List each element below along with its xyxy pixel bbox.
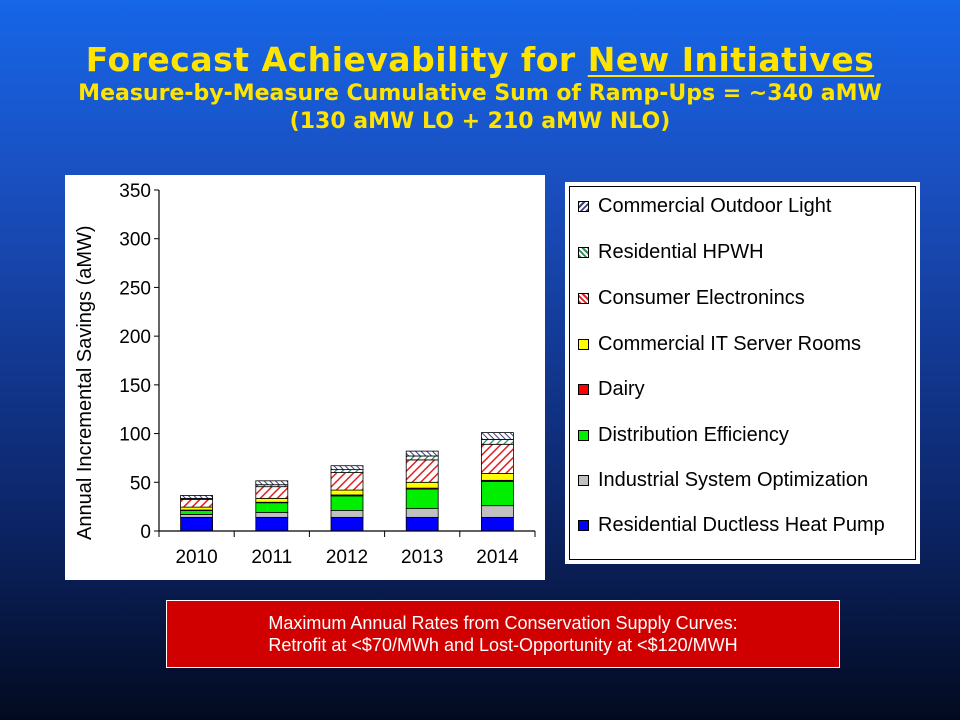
bar-segment bbox=[255, 486, 289, 499]
bar-segment bbox=[330, 465, 364, 471]
y-tick-label: 350 bbox=[119, 181, 151, 202]
bar-segment bbox=[405, 488, 439, 509]
bar-segment bbox=[180, 516, 213, 532]
stacked-bar-chart: Annual Incremental Savings (aMW) 0 50 100 1… bbox=[74, 181, 536, 568]
legend-label: Commercial IT Server Rooms bbox=[598, 333, 862, 355]
legend-swatch-green bbox=[578, 430, 589, 441]
slide-title: Forecast Achievability for New Initiativ… bbox=[0, 40, 960, 80]
x-tick-label: 2011 bbox=[251, 547, 292, 568]
bar-segment bbox=[405, 459, 439, 483]
bar-segment bbox=[405, 481, 439, 489]
chart-panel: Annual Incremental Savings (aMW) 0 50 100 1… bbox=[65, 175, 545, 580]
bar-segment bbox=[330, 489, 364, 496]
bar-segment bbox=[330, 495, 364, 511]
bar-segment bbox=[480, 439, 514, 445]
legend-label: Consumer Electronincs bbox=[598, 287, 805, 309]
y-axis-title: Annual Incremental Savings (aMW) bbox=[74, 225, 96, 540]
legend-swatch-hatched-green bbox=[578, 247, 589, 258]
legend-label: Residential HPWH bbox=[598, 241, 764, 263]
bar-segment bbox=[405, 450, 439, 457]
legend-swatch-gray bbox=[578, 475, 589, 486]
bar-segment bbox=[180, 510, 213, 515]
x-tick-label: 2014 bbox=[476, 547, 519, 568]
legend-swatch-yellow bbox=[578, 339, 589, 350]
legend: Commercial Outdoor Light Residential HPW… bbox=[565, 182, 920, 564]
y-tick-label: 50 bbox=[130, 473, 151, 494]
x-tick-label: 2013 bbox=[401, 547, 443, 568]
bar-segment bbox=[480, 516, 514, 532]
y-tick-label: 0 bbox=[140, 522, 151, 543]
bar-segment bbox=[330, 472, 364, 491]
legend-label: Dairy bbox=[598, 378, 645, 400]
bar-segment bbox=[330, 469, 364, 473]
y-tick-label: 150 bbox=[119, 376, 151, 397]
y-tick-label: 200 bbox=[119, 327, 151, 348]
x-tick-label: 2012 bbox=[326, 547, 368, 568]
bar-segment bbox=[255, 480, 289, 486]
title-underlined: New Initiatives bbox=[587, 40, 875, 79]
bar-segment bbox=[180, 495, 213, 499]
note-line-1: Maximum Annual Rates from Conservation S… bbox=[268, 613, 738, 633]
bar-segment bbox=[255, 512, 289, 518]
y-tick-label: 100 bbox=[119, 425, 151, 446]
bar-segment bbox=[405, 508, 439, 518]
bar-segment bbox=[480, 480, 514, 507]
bar-segment bbox=[255, 516, 289, 532]
legend-swatch-hatched-navy bbox=[578, 201, 589, 212]
legend-frame: Commercial Outdoor Light Residential HPW… bbox=[569, 186, 916, 560]
bar-segment bbox=[480, 432, 514, 440]
bar-segment bbox=[180, 514, 213, 518]
bar-segment bbox=[180, 506, 213, 511]
bar-segment bbox=[330, 510, 364, 518]
legend-label: Distribution Efficiency bbox=[598, 424, 789, 446]
bar-segment bbox=[255, 502, 289, 513]
note-line-2: Retrofit at <$70/MWh and Lost-Opportunit… bbox=[268, 635, 738, 655]
bar-segment bbox=[330, 516, 364, 532]
legend-swatch-blue bbox=[578, 520, 589, 531]
bar-segment bbox=[480, 505, 514, 518]
slide-subtitle-2: (130 aMW LO + 210 aMW NLO) bbox=[289, 109, 671, 134]
bar-segment bbox=[255, 497, 289, 503]
legend-swatch-red bbox=[578, 384, 589, 395]
bar-segment bbox=[480, 473, 514, 481]
y-tick-label: 250 bbox=[119, 278, 151, 299]
legend-label: Industrial System Optimization bbox=[598, 469, 869, 491]
legend-label: Residential Ductless Heat Pump bbox=[598, 514, 885, 536]
note-box: Maximum Annual Rates from Conservation S… bbox=[166, 600, 840, 668]
bar-segment bbox=[405, 516, 439, 532]
title-prefix: Forecast Achievability for bbox=[85, 40, 576, 79]
bar-segment bbox=[405, 455, 439, 461]
bar-segment bbox=[180, 498, 213, 508]
legend-swatch-hatched-red bbox=[578, 293, 589, 304]
x-tick-label: 2010 bbox=[175, 547, 217, 568]
slide-subtitle: Measure-by-Measure Cumulative Sum of Ram… bbox=[78, 81, 882, 106]
bar-segment bbox=[480, 443, 514, 474]
slide-title-block: Forecast Achievability for New Initiativ… bbox=[0, 40, 960, 136]
y-tick-label: 300 bbox=[119, 230, 151, 251]
legend-label: Commercial Outdoor Light bbox=[598, 195, 832, 217]
